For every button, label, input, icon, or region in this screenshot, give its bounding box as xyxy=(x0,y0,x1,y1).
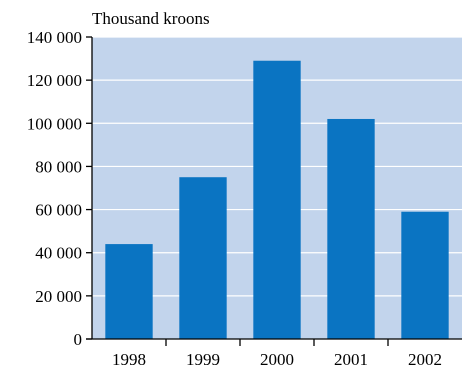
y-tick-label: 60 000 xyxy=(35,201,82,220)
y-tick-label: 40 000 xyxy=(35,244,82,263)
y-axis-unit-label: Thousand kroons xyxy=(92,9,210,28)
y-tick-label: 0 xyxy=(74,330,83,349)
axes xyxy=(86,36,462,346)
y-tick-labels: 0 20 000 40 000 60 000 80 000 100 000 120 000 1… xyxy=(27,28,82,349)
y-tick-label: 100 000 xyxy=(27,114,82,133)
x-tick-labels: 1998 1999 2000 2001 2002 xyxy=(112,350,442,369)
bar-1998 xyxy=(105,244,153,339)
x-tick-label: 2000 xyxy=(260,350,294,369)
x-tick-label: 1998 xyxy=(112,350,146,369)
bar-2000 xyxy=(253,60,301,339)
bar-2002 xyxy=(401,211,449,339)
y-tick-label: 140 000 xyxy=(27,28,82,47)
x-tick-label: 2002 xyxy=(408,350,442,369)
bar-1999 xyxy=(179,177,227,339)
bar-2001 xyxy=(327,118,375,339)
y-tick-label: 80 000 xyxy=(35,157,82,176)
x-tick-label: 2001 xyxy=(334,350,368,369)
bars xyxy=(105,60,449,339)
y-tick-label: 20 000 xyxy=(35,287,82,306)
x-tick-label: 1999 xyxy=(186,350,220,369)
y-tick-label: 120 000 xyxy=(27,71,82,90)
